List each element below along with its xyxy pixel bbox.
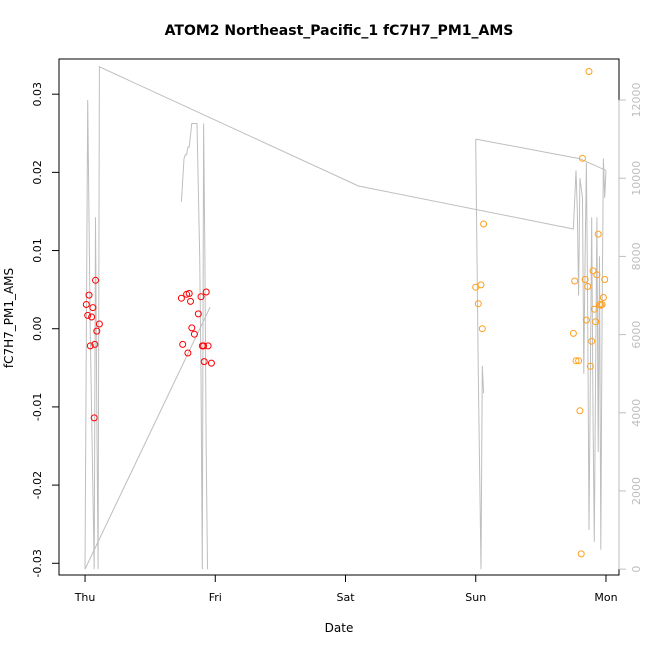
data-point	[586, 362, 594, 370]
data-point	[477, 281, 485, 289]
x-tick-label: Thu	[74, 591, 96, 604]
data-point	[576, 407, 584, 415]
data-point	[179, 340, 187, 348]
data-point	[601, 276, 609, 283]
data-point	[92, 276, 99, 284]
data-point	[577, 550, 585, 558]
data-point	[85, 291, 93, 299]
data-point	[90, 414, 98, 422]
data-point	[571, 277, 579, 285]
data-point	[84, 311, 92, 319]
right-tick-label: 10000	[630, 161, 643, 196]
right-tick-label: 6000	[630, 321, 643, 349]
data-point	[200, 358, 208, 366]
data-point	[478, 325, 486, 333]
data-point	[579, 154, 586, 162]
right-y-axis: 0 2000 4000 6000 8000 10000 12000	[618, 83, 643, 573]
data-point	[572, 357, 580, 365]
data-point	[584, 283, 592, 290]
data-point	[589, 267, 597, 275]
data-point	[91, 340, 99, 348]
data-point	[569, 329, 577, 337]
altitude-line-segment	[84, 306, 211, 570]
altitude-line	[84, 66, 607, 570]
data-point	[204, 342, 212, 350]
x-axis-label: Date	[325, 621, 354, 635]
data-point	[599, 294, 607, 301]
right-tick-label: 0	[630, 566, 643, 573]
y-tick-label: -0.02	[31, 471, 44, 499]
y-tick-label: 0.01	[31, 238, 44, 263]
y-tick-label: -0.01	[31, 393, 44, 421]
data-point	[188, 324, 196, 332]
x-tick-label: Sun	[465, 591, 486, 604]
data-point	[597, 301, 605, 309]
data-point	[582, 316, 590, 324]
data-point	[82, 301, 90, 308]
y-axis-label: fC7H7_PM1_AMS	[2, 268, 16, 368]
data-point	[86, 342, 94, 350]
data-point	[185, 290, 193, 297]
right-tick-label: 8000	[630, 242, 643, 270]
data-point	[202, 288, 210, 296]
data-point	[200, 342, 208, 350]
data-point	[95, 320, 103, 328]
data-point	[592, 318, 600, 326]
data-point	[581, 276, 589, 283]
data-point	[88, 313, 96, 321]
data-point	[590, 305, 598, 313]
right-tick-label: 2000	[630, 477, 643, 505]
points-layer	[82, 68, 609, 558]
data-point	[588, 337, 596, 345]
data-point	[575, 357, 583, 365]
x-axis: Thu Fri Sat Sun Mon	[74, 574, 618, 604]
right-tick-label: 4000	[630, 399, 643, 427]
data-point	[194, 310, 202, 318]
data-point	[89, 304, 97, 312]
right-tick-label: 12000	[630, 83, 643, 118]
y-axis: -0.03 -0.02 -0.01 0.00 0.01 0.02 0.03	[31, 82, 60, 578]
altitude-line-segment	[475, 139, 485, 570]
data-point	[197, 293, 205, 301]
y-tick-label: 0.02	[31, 160, 44, 185]
data-point	[596, 301, 603, 308]
data-point	[93, 327, 101, 335]
data-point	[184, 349, 192, 357]
x-tick-label: Mon	[594, 591, 617, 604]
y-tick-label: 0.03	[31, 82, 44, 107]
data-point	[598, 301, 606, 308]
data-point	[594, 230, 602, 238]
x-tick-label: Fri	[209, 591, 222, 604]
data-point	[187, 297, 194, 305]
altitude-line-layer	[84, 66, 607, 570]
data-point	[190, 330, 198, 338]
altitude-line-segment	[180, 123, 208, 570]
y-tick-label: 0.00	[31, 316, 44, 341]
chart-title: ATOM2 Northeast_Pacific_1 fC7H7_PM1_AMS	[165, 23, 514, 39]
x-tick-label: Sat	[336, 591, 355, 604]
data-point	[474, 300, 482, 308]
data-point	[593, 271, 601, 279]
plot-frame	[58, 58, 620, 576]
data-point	[585, 68, 593, 75]
y-tick-label: -0.03	[31, 549, 44, 577]
data-point	[177, 294, 185, 302]
data-point	[207, 359, 215, 367]
data-point	[480, 220, 488, 228]
